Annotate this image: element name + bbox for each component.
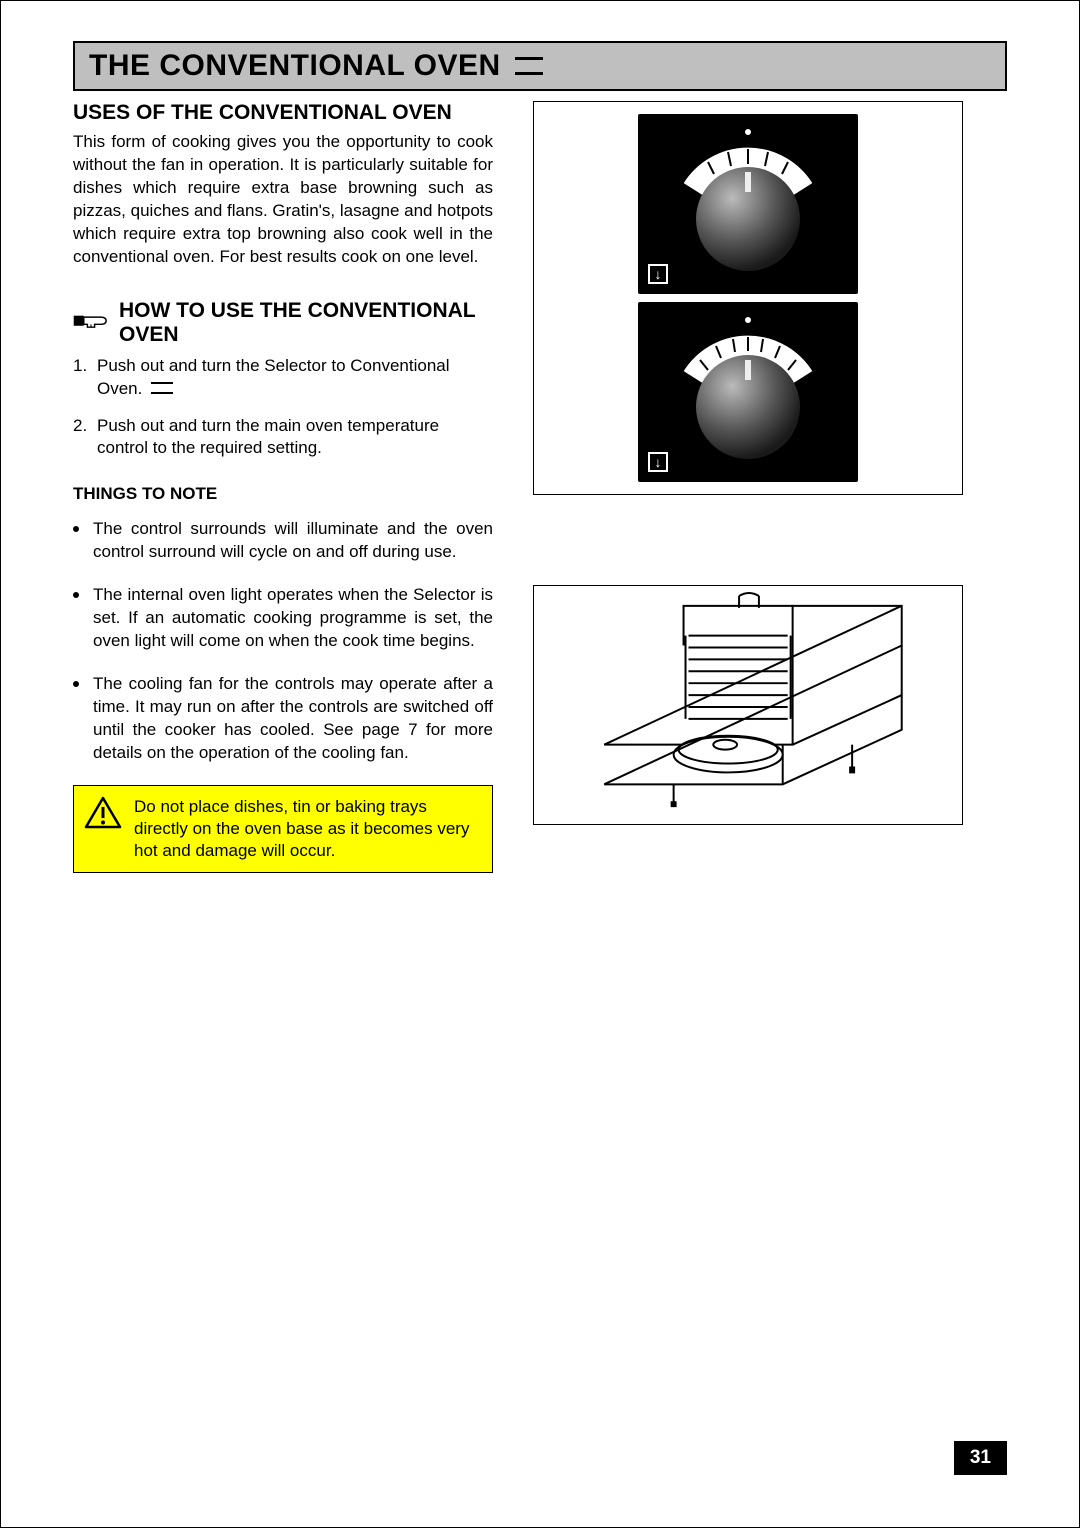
page-number: 31 (954, 1441, 1007, 1475)
note-item: The control surrounds will illuminate an… (73, 518, 493, 564)
header-title: THE CONVENTIONAL OVEN (89, 49, 501, 83)
oven-cutaway-figure (533, 585, 963, 825)
uses-body: This form of cooking gives you the oppor… (73, 131, 493, 269)
conventional-oven-icon (515, 56, 543, 76)
left-column: USES OF THE CONVENTIONAL OVEN This form … (73, 101, 493, 873)
dials-figure: ↓ (533, 101, 963, 495)
download-glyph: ↓ (655, 455, 662, 469)
download-icon: ↓ (648, 264, 668, 284)
howto-step-1: Push out and turn the Selector to Conven… (73, 355, 493, 401)
pointing-hand-icon (73, 309, 109, 337)
warning-text: Do not place dishes, tin or baking trays… (134, 796, 480, 862)
howto-steps: Push out and turn the Selector to Conven… (73, 355, 493, 461)
temperature-dial: ↓ (638, 302, 858, 482)
howto-step-2: Push out and turn the main oven temperat… (73, 415, 493, 461)
uses-heading: USES OF THE CONVENTIONAL OVEN (73, 101, 493, 125)
right-column: ↓ (533, 101, 963, 873)
notes-heading: THINGS TO NOTE (73, 484, 493, 504)
notes-list: The control surrounds will illuminate an… (73, 518, 493, 764)
warning-triangle-icon (84, 796, 122, 835)
selector-dial: ↓ (638, 114, 858, 294)
note-item: The cooling fan for the controls may ope… (73, 673, 493, 765)
note-item: The internal oven light operates when th… (73, 584, 493, 653)
warning-box: Do not place dishes, tin or baking trays… (73, 785, 493, 873)
howto-step-1-text: Push out and turn the Selector to Conven… (97, 356, 450, 398)
howto-heading-text: HOW TO USE THE CONVENTIONAL OVEN (119, 299, 493, 347)
section-header: THE CONVENTIONAL OVEN (73, 41, 1007, 91)
howto-heading: HOW TO USE THE CONVENTIONAL OVEN (73, 299, 493, 347)
download-glyph: ↓ (655, 267, 662, 281)
conventional-oven-icon (151, 381, 173, 395)
download-icon: ↓ (648, 452, 668, 472)
